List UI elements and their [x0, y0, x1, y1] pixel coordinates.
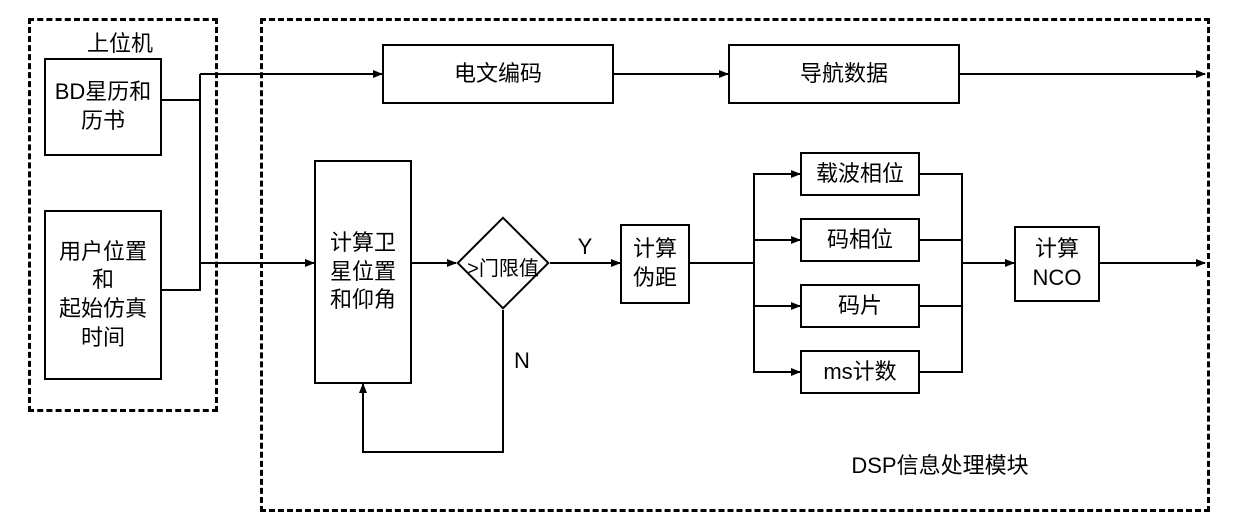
- node-chip-label: 码片: [838, 292, 882, 321]
- node-userpos: 用户位置和起始仿真时间: [44, 210, 162, 380]
- node-ephemeris: BD星历和历书: [44, 58, 162, 156]
- node-ephemeris-label: BD星历和历书: [55, 78, 152, 135]
- host-title: 上位机: [70, 26, 170, 58]
- node-carrier-label: 载波相位: [816, 160, 904, 189]
- node-carrier: 载波相位: [800, 152, 920, 196]
- dsp-title: DSP信息处理模块: [810, 448, 1070, 480]
- node-pseudorange-label: 计算伪距: [633, 235, 677, 292]
- node-calcsat-label: 计算卫星位置和仰角: [330, 229, 396, 315]
- node-encode: 电文编码: [382, 44, 614, 104]
- node-chip: 码片: [800, 284, 920, 328]
- node-pseudorange: 计算伪距: [620, 224, 690, 304]
- node-mscount-label: ms计数: [823, 358, 896, 387]
- node-codephase: 码相位: [800, 218, 920, 262]
- node-mscount: ms计数: [800, 350, 920, 394]
- edge-label-n: N: [512, 348, 532, 374]
- node-userpos-label: 用户位置和起始仿真时间: [59, 238, 147, 352]
- node-navdata: 导航数据: [728, 44, 960, 104]
- node-encode-label: 电文编码: [454, 60, 542, 89]
- node-codephase-label: 码相位: [827, 226, 893, 255]
- node-nco: 计算NCO: [1014, 226, 1100, 302]
- node-nco-label: 计算NCO: [1033, 235, 1082, 292]
- node-calcsat: 计算卫星位置和仰角: [314, 160, 412, 384]
- edge-label-y: Y: [575, 234, 595, 260]
- node-navdata-label: 导航数据: [800, 60, 888, 89]
